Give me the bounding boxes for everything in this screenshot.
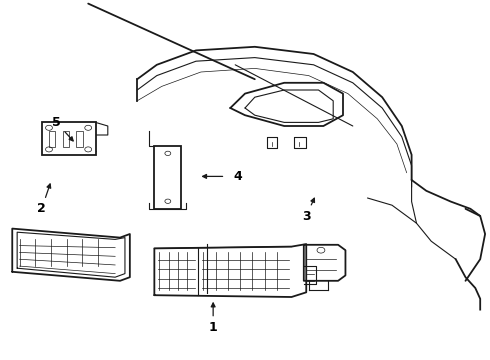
Bar (154, 146, 181, 209)
Text: 3: 3 (302, 210, 311, 222)
Text: 1: 1 (209, 321, 218, 334)
Text: 2: 2 (37, 202, 46, 215)
Bar (63, 131, 69, 147)
Text: 5: 5 (52, 116, 61, 129)
Bar (42, 122, 96, 155)
Text: 4: 4 (233, 170, 242, 183)
Bar (49, 131, 55, 147)
Bar (76, 131, 83, 147)
